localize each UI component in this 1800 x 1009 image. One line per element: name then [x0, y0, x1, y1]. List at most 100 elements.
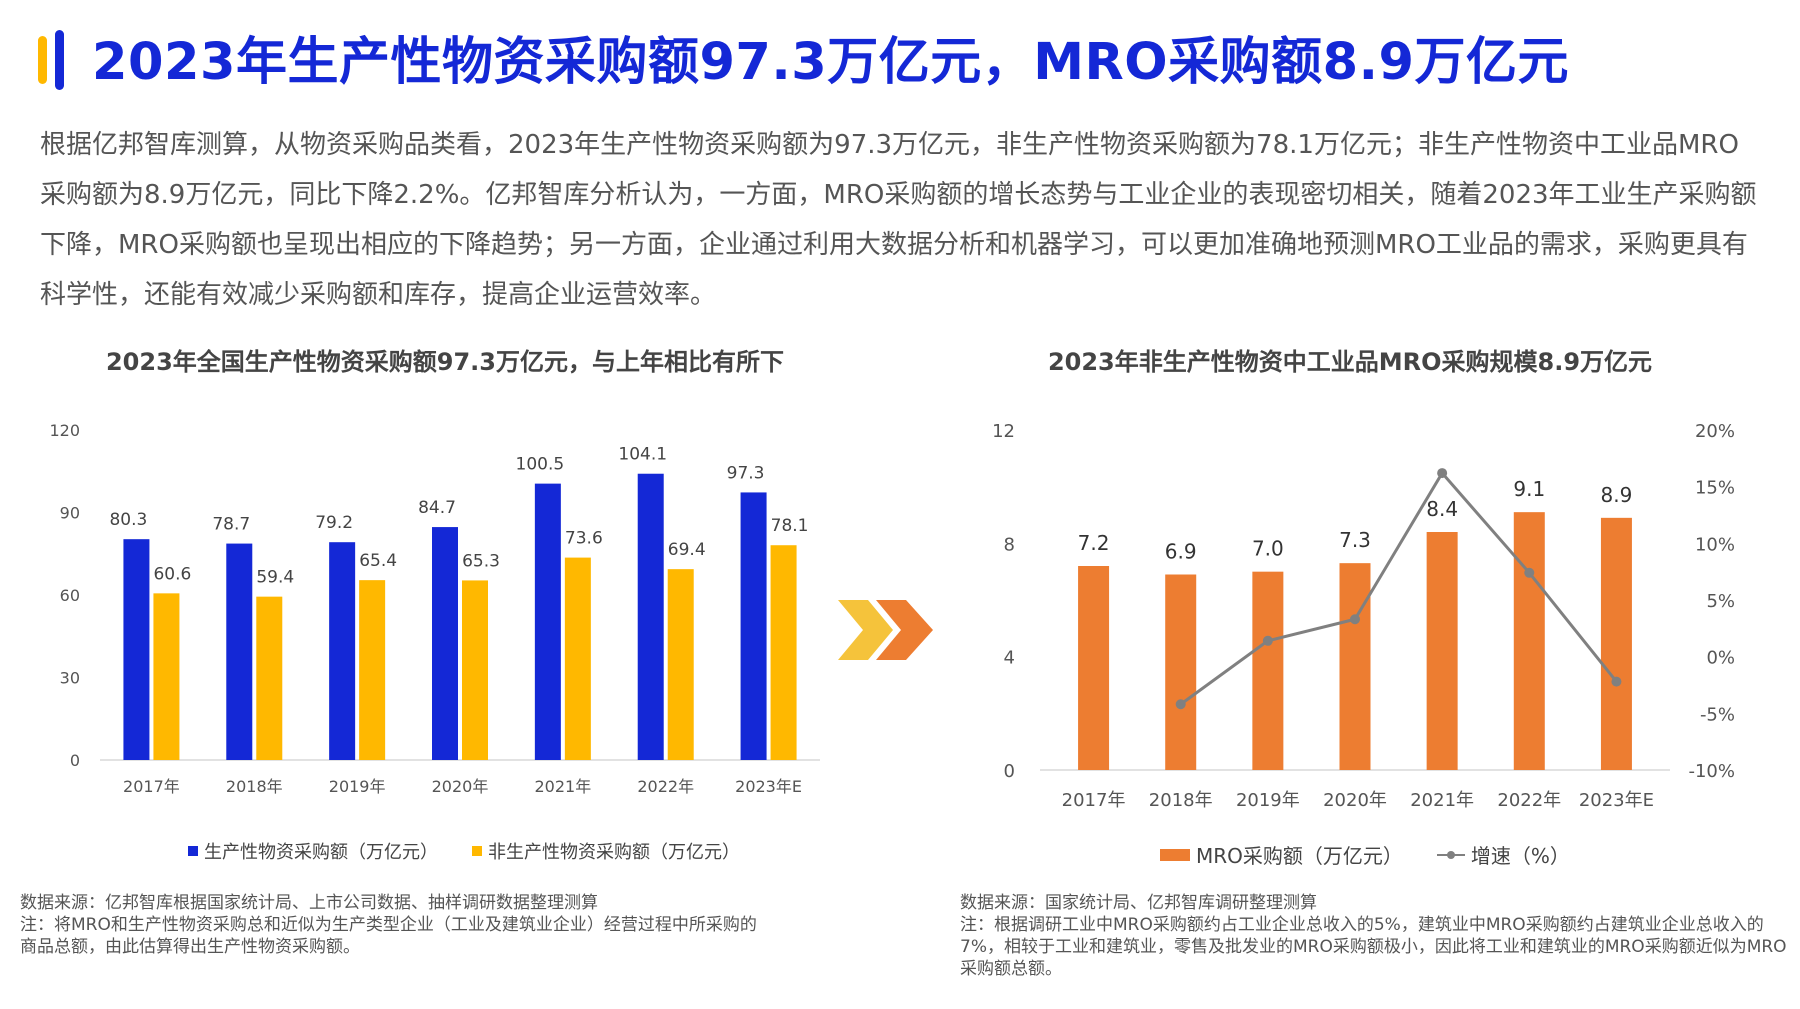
legend-line-marker-icon — [1436, 849, 1465, 861]
x-tick-label: 2021年 — [1410, 790, 1474, 811]
legend-item-mro: MRO采购额（万亿元） — [1160, 840, 1403, 869]
legend-item-nonproduction: 非生产性物资采购额（万亿元） — [472, 838, 740, 864]
y-tick-label: 12 — [992, 421, 1015, 442]
data-label-mro: 9.1 — [1513, 477, 1545, 501]
data-label-production: 84.7 — [418, 498, 456, 518]
bar-nonproduction — [770, 545, 797, 760]
growth-rate-point — [1262, 635, 1273, 646]
data-label-mro: 7.2 — [1078, 531, 1110, 555]
left-chart-title: 2023年全国生产性物资采购额97.3万亿元，与上年相比有所下 — [105, 348, 784, 376]
accent-bar-yellow — [38, 36, 47, 84]
bar-mro — [1165, 574, 1197, 770]
bar-nonproduction — [256, 596, 283, 760]
data-label-production: 79.2 — [315, 513, 353, 533]
x-tick-label: 2021年 — [534, 777, 591, 796]
legend-label-production: 生产性物资采购额（万亿元） — [204, 842, 438, 863]
y2-tick-label: 10% — [1695, 534, 1735, 555]
bar-nonproduction — [359, 580, 386, 760]
data-label-production: 104.1 — [618, 445, 667, 465]
right-chart-legend: MRO采购额（万亿元） 增速（%） — [1160, 840, 1570, 869]
data-label-mro: 7.0 — [1252, 537, 1284, 561]
y2-tick-label: -10% — [1688, 761, 1735, 782]
left-source-note: 数据来源：亿邦智库根据国家统计局、上市公司数据、抽样调研数据整理测算 注：将MR… — [20, 892, 760, 958]
bar-mro — [1252, 571, 1284, 770]
x-tick-label: 2022年 — [637, 777, 694, 796]
page-title: 2023年生产性物资采购额97.3万亿元，MRO采购额8.9万亿元 — [92, 33, 1569, 92]
bar-production — [637, 473, 664, 760]
x-tick-label: 2018年 — [226, 777, 283, 796]
procurement-bar-chart: 0 30 60 90 120 2017年 80.3 60.6 2018年 78.7 59.4 2019… — [49, 421, 820, 796]
data-label-nonproduction: 60.6 — [153, 564, 191, 584]
left-chart-legend: 生产性物资采购额（万亿元） 非生产性物资采购额（万亿元） — [188, 838, 740, 864]
bar-production — [740, 492, 767, 760]
legend-item-growth: 增速（%） — [1436, 840, 1570, 869]
data-label-mro: 6.9 — [1165, 540, 1197, 564]
chevron-arrows-icon — [838, 600, 933, 660]
left-note-text: 注：将MRO和生产性物资采购总和近似为生产类型企业（工业及建筑业企业）经营过程中… — [20, 915, 757, 957]
x-tick-label: 2017年 — [123, 777, 180, 796]
data-label-mro: 8.9 — [1601, 483, 1633, 507]
y-tick-label: 8 — [1004, 534, 1015, 555]
x-tick-label: 2020年 — [432, 777, 489, 796]
data-label-nonproduction: 73.6 — [565, 529, 603, 549]
x-tick-label: 2019年 — [329, 777, 386, 796]
growth-rate-point — [1524, 567, 1535, 578]
legend-label-mro: MRO采购额（万亿元） — [1196, 844, 1403, 868]
data-label-nonproduction: 78.1 — [771, 516, 809, 536]
x-tick-label: 2022年 — [1497, 790, 1561, 811]
bar-production — [226, 543, 253, 760]
legend-label-growth: 增速（%） — [1470, 844, 1570, 868]
legend-item-production: 生产性物资采购额（万亿元） — [188, 838, 438, 864]
right-note-text: 注：根据调研工业中MRO采购额约占工业企业总收入的5%，建筑业中MRO采购额约占… — [960, 915, 1787, 979]
bar-mro — [1600, 517, 1632, 770]
y2-tick-label: 20% — [1695, 421, 1735, 442]
x-tick-label: 2023年E — [1579, 790, 1654, 811]
legend-swatch-yellow — [472, 846, 482, 856]
y2-tick-label: 15% — [1695, 478, 1735, 499]
data-label-nonproduction: 65.4 — [359, 551, 397, 571]
x-tick-label: 2020年 — [1323, 790, 1387, 811]
data-label-mro: 7.3 — [1339, 528, 1371, 552]
chevron-orange-icon — [876, 600, 933, 660]
intro-paragraph: 根据亿邦智库测算，从物资采购品类看，2023年生产性物资采购额为97.3万亿元，… — [40, 130, 1757, 310]
legend-swatch-orange — [1160, 848, 1190, 861]
y-tick-label: 0 — [1004, 761, 1015, 782]
x-tick-label: 2023年E — [735, 777, 802, 796]
data-label-production: 97.3 — [727, 463, 765, 483]
right-source: 数据来源：国家统计局、亿邦智库调研整理测算 — [960, 893, 1317, 913]
data-label-production: 100.5 — [516, 455, 565, 475]
data-label-nonproduction: 65.3 — [462, 551, 500, 571]
y2-tick-label: 5% — [1706, 591, 1735, 612]
bar-production — [534, 483, 561, 760]
x-tick-label: 2017年 — [1062, 790, 1126, 811]
y-tick-label: 30 — [60, 669, 80, 688]
x-tick-label: 2019年 — [1236, 790, 1300, 811]
data-label-nonproduction: 69.4 — [668, 540, 706, 560]
accent-bar-blue — [55, 30, 64, 90]
data-label-mro: 8.4 — [1426, 497, 1458, 521]
growth-rate-point — [1175, 699, 1186, 710]
bar-production — [329, 542, 356, 760]
y-tick-label: 60 — [60, 586, 80, 605]
right-source-note: 数据来源：国家统计局、亿邦智库调研整理测算 注：根据调研工业中MRO采购额约占工… — [960, 892, 1790, 980]
data-label-nonproduction: 59.4 — [256, 568, 294, 588]
bar-production — [432, 527, 458, 760]
growth-rate-line — [1179, 470, 1618, 706]
data-label-production: 80.3 — [109, 510, 147, 530]
left-source: 数据来源：亿邦智库根据国家统计局、上市公司数据、抽样调研数据整理测算 — [20, 893, 598, 913]
growth-rate-point — [1350, 614, 1360, 625]
y-tick-label: 120 — [49, 421, 80, 440]
growth-rate-point — [1437, 468, 1448, 479]
bar-mro — [1426, 532, 1458, 770]
y-tick-label: 90 — [60, 504, 80, 523]
y-tick-label: 4 — [1004, 648, 1015, 669]
chevron-yellow-icon — [838, 600, 893, 660]
y2-tick-label: 0% — [1706, 648, 1735, 669]
legend-label-nonproduction: 非生产性物资采购额（万亿元） — [488, 842, 740, 863]
bar-nonproduction — [153, 593, 180, 760]
data-label-production: 78.7 — [212, 515, 250, 535]
mro-combo-chart: 0 4 8 12 -10% -5% 0% 5% 10% 15% 20% 2017年 7.2 2018年 6.… — [992, 421, 1735, 811]
bar-nonproduction — [564, 557, 591, 760]
legend-swatch-blue — [188, 846, 198, 856]
y2-tick-label: -5% — [1700, 704, 1735, 725]
